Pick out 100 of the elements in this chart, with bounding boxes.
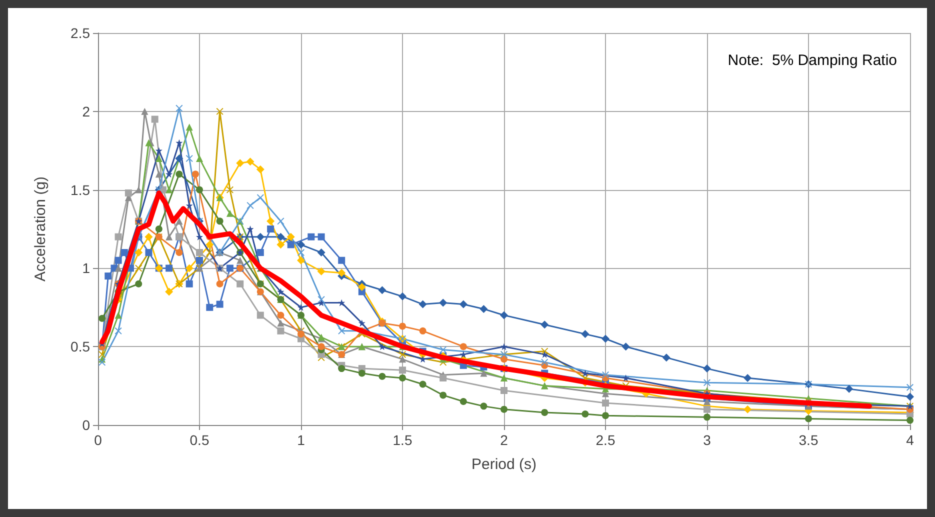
point — [175, 154, 184, 162]
point — [338, 327, 346, 334]
point — [480, 304, 488, 313]
y-tick-label: 2 — [82, 103, 90, 120]
y-tick-label: 2.5 — [70, 25, 90, 41]
point — [144, 232, 153, 241]
y-tick-label: 0.5 — [70, 338, 90, 355]
point — [114, 233, 122, 240]
point — [440, 374, 447, 382]
point — [358, 320, 366, 327]
point — [298, 330, 304, 338]
point — [540, 320, 549, 329]
point — [399, 350, 406, 358]
point — [196, 154, 203, 162]
point — [196, 186, 203, 194]
point — [500, 387, 508, 394]
y-tick-label: 1 — [82, 260, 90, 276]
point — [114, 256, 122, 264]
point — [378, 372, 386, 380]
y-axis-title: Acceleration (g) — [32, 176, 49, 282]
point — [460, 398, 467, 405]
point — [419, 327, 426, 334]
point — [277, 312, 284, 319]
point — [176, 170, 183, 178]
point — [582, 370, 589, 377]
point — [318, 233, 325, 240]
point — [256, 232, 264, 241]
point — [480, 402, 488, 410]
point — [236, 256, 244, 264]
point — [135, 280, 142, 288]
point — [166, 186, 173, 194]
point — [286, 232, 295, 241]
point — [541, 350, 548, 358]
point — [581, 330, 590, 338]
point — [120, 249, 128, 256]
point — [166, 264, 173, 272]
x-axis-title: Period (s) — [471, 456, 537, 473]
point — [176, 104, 183, 112]
point — [541, 408, 548, 416]
point — [399, 374, 406, 382]
point — [308, 233, 315, 240]
point — [246, 158, 254, 166]
point — [704, 414, 710, 421]
point — [418, 300, 427, 308]
point — [662, 354, 670, 362]
point — [155, 154, 162, 162]
x-tick-label: 3.5 — [798, 432, 818, 448]
point — [266, 217, 275, 226]
x-tick-label: 0 — [94, 432, 102, 448]
point — [192, 170, 199, 178]
point — [185, 264, 194, 272]
point — [236, 280, 244, 288]
point — [186, 154, 193, 162]
point — [256, 312, 264, 319]
point — [186, 124, 193, 131]
point — [98, 314, 106, 322]
point — [419, 356, 426, 363]
point — [480, 370, 488, 377]
point — [186, 280, 193, 288]
point — [176, 249, 183, 256]
point — [399, 366, 406, 374]
point — [267, 226, 274, 232]
x-tick-label: 2 — [500, 432, 508, 448]
point — [399, 356, 406, 363]
point — [276, 232, 285, 241]
point — [704, 406, 710, 413]
point — [602, 400, 609, 407]
point — [622, 342, 630, 351]
point — [216, 218, 224, 225]
point — [124, 189, 132, 196]
point — [114, 264, 122, 272]
point — [277, 218, 284, 225]
point — [287, 241, 294, 248]
point — [134, 248, 143, 257]
point — [114, 327, 122, 334]
point — [358, 370, 366, 377]
point — [166, 233, 173, 240]
point — [541, 358, 548, 366]
point — [704, 379, 710, 386]
point — [439, 298, 448, 307]
point — [98, 358, 106, 366]
point — [216, 108, 224, 115]
point — [500, 343, 508, 350]
point — [151, 116, 158, 123]
point — [114, 312, 122, 319]
point — [805, 415, 812, 422]
point — [206, 249, 214, 256]
point — [206, 240, 214, 249]
point — [338, 299, 346, 306]
point — [104, 272, 112, 280]
point — [906, 416, 914, 424]
annotation: Note: 5% Damping Ratio — [728, 52, 897, 69]
point — [166, 170, 173, 178]
point — [155, 226, 162, 232]
point — [135, 264, 142, 272]
point — [196, 233, 203, 240]
point — [277, 288, 284, 296]
point — [298, 249, 304, 256]
y-tick-label: 1.5 — [70, 182, 90, 198]
point — [256, 165, 264, 174]
